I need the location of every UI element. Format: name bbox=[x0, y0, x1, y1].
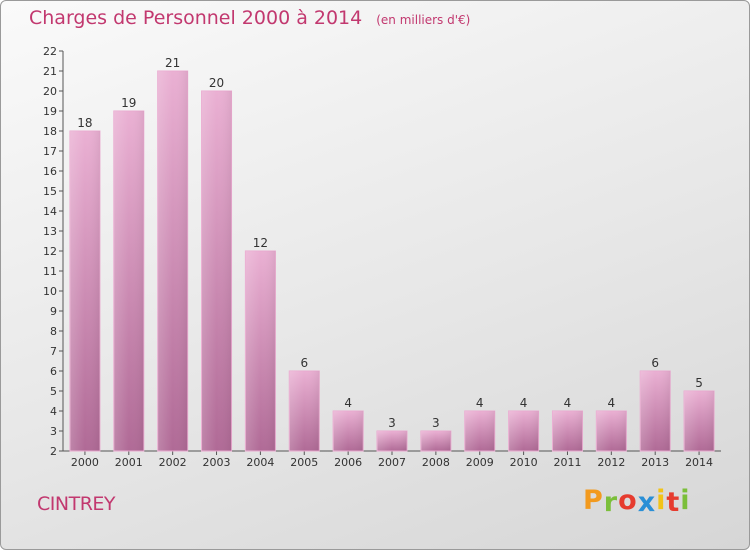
commune-name: CINTREY bbox=[37, 493, 116, 515]
y-tick-label: 14 bbox=[43, 205, 57, 218]
bar-sheen bbox=[333, 411, 364, 451]
bar-sheen bbox=[464, 411, 495, 451]
x-tick-label: 2010 bbox=[510, 456, 538, 469]
x-tick-label: 2003 bbox=[203, 456, 231, 469]
value-label: 4 bbox=[564, 396, 572, 410]
chart-subtitle: (en milliers d'€) bbox=[376, 13, 471, 27]
bar-sheen bbox=[289, 371, 320, 451]
value-label: 3 bbox=[388, 416, 396, 430]
y-tick-label: 18 bbox=[43, 125, 57, 138]
bar-sheen bbox=[596, 411, 627, 451]
y-tick-label: 9 bbox=[50, 305, 57, 318]
y-tick-label: 16 bbox=[43, 165, 57, 178]
value-label: 6 bbox=[651, 356, 659, 370]
x-tick-label: 2000 bbox=[71, 456, 99, 469]
bar-sheen bbox=[245, 251, 276, 451]
x-tick-label: 2005 bbox=[290, 456, 318, 469]
logo-letter: o bbox=[618, 485, 638, 516]
y-tick-label: 7 bbox=[50, 345, 57, 358]
x-tick-label: 2012 bbox=[597, 456, 625, 469]
value-label: 18 bbox=[77, 116, 92, 130]
logo-letter: t bbox=[666, 487, 681, 518]
x-tick-label: 2008 bbox=[422, 456, 450, 469]
y-tick-label: 12 bbox=[43, 245, 57, 258]
value-label: 12 bbox=[253, 236, 268, 250]
x-tick-label: 2013 bbox=[641, 456, 669, 469]
logo-letter: r bbox=[603, 487, 619, 518]
y-tick-label: 2 bbox=[50, 445, 57, 458]
bars: 18 19 21 20 12 6 4 3 3 4 4 4 4 6 5 bbox=[69, 56, 715, 452]
y-tick-label: 15 bbox=[43, 185, 57, 198]
y-tick-label: 3 bbox=[50, 425, 57, 438]
logo-letter: i bbox=[656, 485, 667, 516]
value-label: 19 bbox=[121, 96, 136, 110]
value-label: 6 bbox=[300, 356, 308, 370]
y-tick-label: 5 bbox=[50, 385, 57, 398]
bar-sheen bbox=[640, 371, 671, 451]
x-tick-label: 2001 bbox=[115, 456, 143, 469]
bar-sheen bbox=[201, 91, 232, 451]
y-tick-label: 19 bbox=[43, 105, 57, 118]
x-tick-label: 2007 bbox=[378, 456, 406, 469]
y-tick-label: 4 bbox=[50, 405, 57, 418]
x-tick-label: 2009 bbox=[466, 456, 494, 469]
y-tick-label: 11 bbox=[43, 265, 57, 278]
x-tick-label: 2004 bbox=[246, 456, 274, 469]
y-tick-label: 20 bbox=[43, 85, 57, 98]
value-label: 20 bbox=[209, 76, 224, 90]
x-tick-label: 2014 bbox=[685, 456, 713, 469]
bar-sheen bbox=[684, 391, 715, 451]
bar-sheen bbox=[69, 131, 100, 451]
bar-sheen bbox=[113, 111, 144, 451]
y-tick-label: 17 bbox=[43, 145, 57, 158]
value-label: 4 bbox=[520, 396, 528, 410]
bar-sheen bbox=[508, 411, 539, 451]
y-tick-label: 22 bbox=[43, 45, 57, 58]
bar-sheen bbox=[377, 431, 407, 451]
proxiti-logo: Proxiti bbox=[583, 485, 691, 518]
axes: 2 3 4 5 6 7 8 9 10 11 12 13 14 15 16 17 18 19 20 21 22 2000 20… bbox=[43, 45, 721, 469]
bar-sheen bbox=[157, 71, 188, 451]
value-label: 4 bbox=[476, 396, 484, 410]
chart-title: Charges de Personnel 2000 à 2014 bbox=[29, 7, 363, 29]
y-tick-label: 10 bbox=[43, 285, 57, 298]
logo-letter: i bbox=[680, 485, 691, 516]
bar-sheen bbox=[420, 431, 451, 451]
x-tick-label: 2006 bbox=[334, 456, 362, 469]
value-label: 4 bbox=[344, 396, 352, 410]
x-tick-label: 2011 bbox=[553, 456, 581, 469]
y-tick-label: 13 bbox=[43, 225, 57, 238]
value-label: 21 bbox=[165, 56, 180, 70]
x-tick-label: 2002 bbox=[159, 456, 187, 469]
logo-letter: x bbox=[637, 487, 657, 518]
bar-sheen bbox=[552, 411, 583, 451]
y-tick-label: 8 bbox=[50, 325, 57, 338]
y-tick-label: 6 bbox=[50, 365, 57, 378]
y-tick-label: 21 bbox=[43, 65, 57, 78]
value-label: 3 bbox=[432, 416, 440, 430]
logo-letter: P bbox=[583, 485, 604, 516]
value-label: 4 bbox=[608, 396, 616, 410]
value-label: 5 bbox=[695, 376, 703, 390]
title-row: Charges de Personnel 2000 à 2014 (en mill… bbox=[29, 7, 470, 29]
